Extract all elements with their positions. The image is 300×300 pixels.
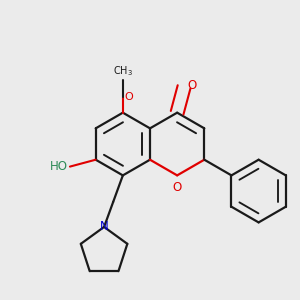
- Text: N: N: [100, 220, 109, 233]
- Text: CH$_3$: CH$_3$: [113, 64, 133, 78]
- Text: O: O: [172, 182, 182, 194]
- Text: HO: HO: [50, 160, 68, 173]
- Text: O: O: [188, 79, 197, 92]
- Text: O: O: [124, 92, 133, 102]
